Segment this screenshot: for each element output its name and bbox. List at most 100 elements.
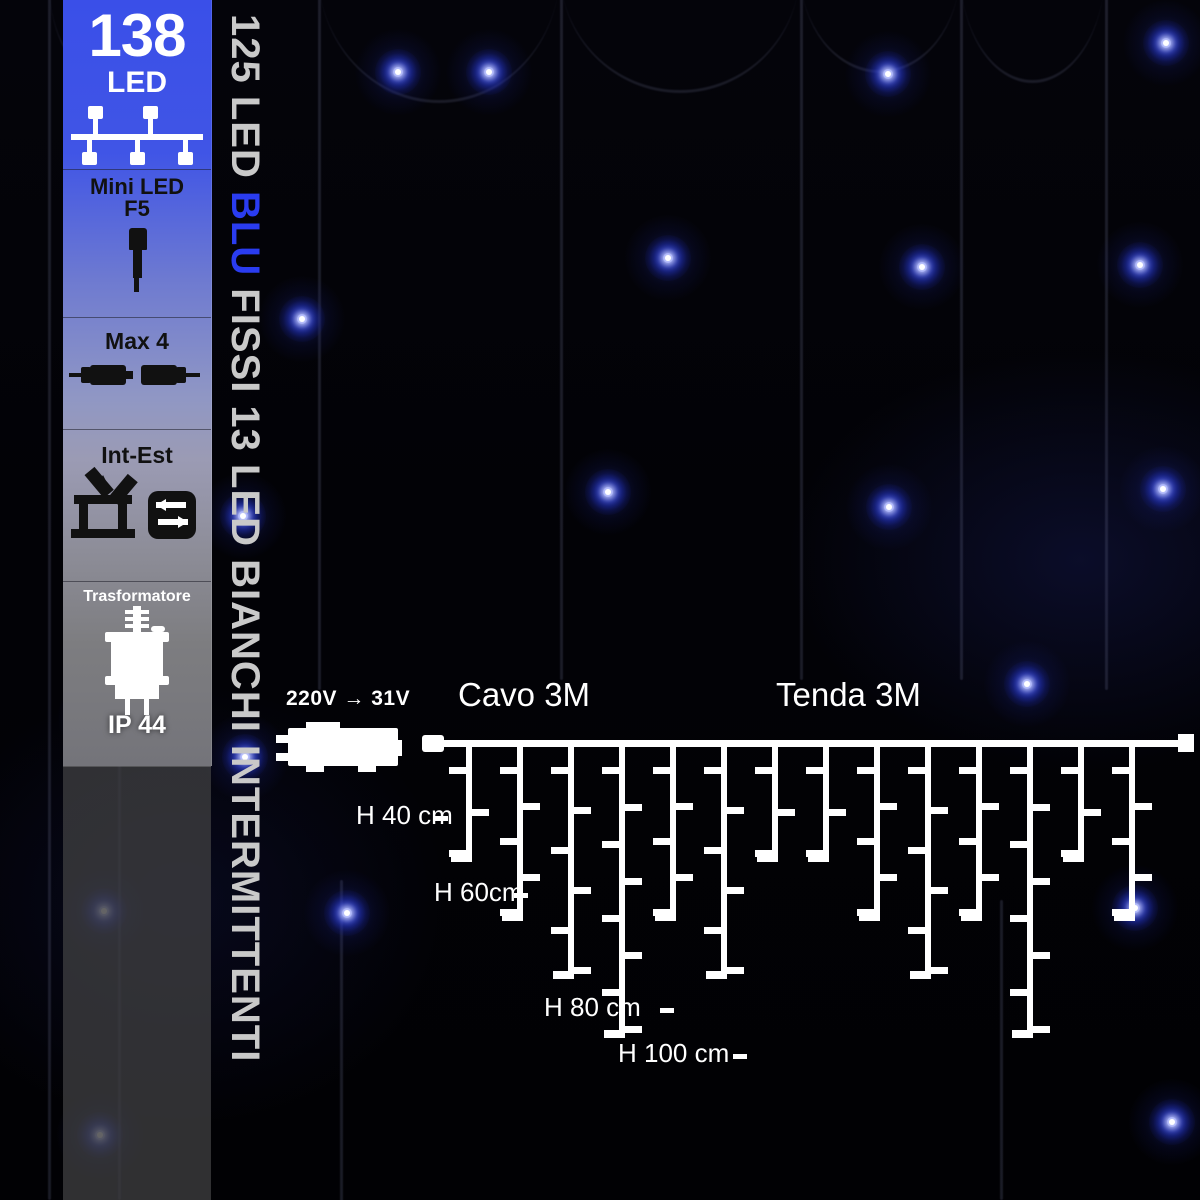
ip-rating-label: IP 44 (108, 711, 166, 739)
icicle-bulb (727, 807, 744, 814)
icicle-bulb (1010, 767, 1027, 774)
icicle-bulb (653, 838, 670, 845)
curtain-length-label: Tenda 3M (776, 676, 921, 713)
icicle-strand-tip (655, 913, 676, 921)
height-label-100: H 100 cm (618, 1038, 730, 1068)
spec-panel-indoor-outdoor: Int-Est (63, 430, 211, 582)
transformer-tab-1 (306, 722, 340, 730)
icicle-bulb (676, 803, 693, 810)
indoor-outdoor-label: Int-Est (101, 442, 173, 468)
vtitle-part1: 125 LED (223, 14, 267, 191)
transformer-body-shape (288, 728, 398, 766)
icicle-bulb (908, 927, 925, 934)
icicle-bulb (625, 878, 642, 885)
icicle-strand (704, 745, 744, 979)
transformer-tab-2 (306, 764, 324, 772)
icicle-bulb (574, 807, 591, 814)
icicle-bulb (982, 803, 999, 810)
vertical-title-strip: 125 LED BLU FISSI 13 LED BIANCHI INTERMI… (214, 0, 276, 1200)
icicle-bulb (602, 989, 619, 996)
icicle-strand (959, 745, 999, 921)
spec-panel-led-type: Mini LED F5 (63, 170, 211, 318)
icicle-bulb (574, 887, 591, 894)
icicle-strand (857, 745, 897, 921)
icicle-strand-tip (757, 854, 778, 862)
icicle-bulb (982, 874, 999, 881)
height-label-40: H 40 cm (356, 800, 453, 830)
icicle-bulb (602, 915, 619, 922)
curtain-technical-diagram: 220V → 31V Cavo 3M Tenda 3M H 40 cm H 60… (276, 0, 1200, 1200)
icicle-bulb (755, 850, 772, 857)
icicle-strand (806, 745, 846, 862)
icicle-strand-tip (808, 854, 829, 862)
icicle-strand-tip (1063, 854, 1084, 862)
cable-length-label: Cavo 3M (458, 676, 591, 713)
icicle-bulb (449, 767, 466, 774)
spec-sidebar-lower-panel (63, 766, 211, 1200)
icicle-bulb (1061, 767, 1078, 774)
icicle-bulb (908, 767, 925, 774)
icicle-bulb (857, 838, 874, 845)
led-type-line1: Mini LED (89, 174, 185, 199)
bracket-60-tick (514, 893, 528, 898)
icicle-bulb (704, 927, 721, 934)
icicle-bulb (755, 767, 772, 774)
icicle-bulb (778, 809, 795, 816)
icicle-bulb (727, 887, 744, 894)
voltage-label: 220V → 31V (286, 687, 411, 710)
curtain-end-connector (1178, 734, 1194, 752)
icicle-bulb (880, 874, 897, 881)
icicle-strand (1061, 745, 1101, 862)
transformer-label: Trasformatore (83, 588, 191, 605)
icicle-strand-tip (502, 913, 523, 921)
icicle-strand-tip (553, 971, 574, 979)
icicle-strand-tip (1012, 1030, 1033, 1038)
icicle-strand-tip (604, 1030, 625, 1038)
connector-icon (63, 353, 211, 413)
icicle-strand (602, 745, 642, 1038)
icicle-bulb (1135, 874, 1152, 881)
icicle-bulb (829, 809, 846, 816)
spec-panel-max-connect: Max 4 (63, 318, 211, 430)
icicle-bulb (908, 847, 925, 854)
icicle-bulb (625, 804, 642, 811)
vtitle-blu: BLU (223, 190, 267, 277)
icicle-strand (449, 745, 489, 862)
icicle-bulb (551, 767, 568, 774)
spec-sidebar: 138 LED Mini LED F5 (63, 0, 212, 766)
icicle-bulb (959, 838, 976, 845)
bracket-40-tick (434, 816, 448, 821)
icicle-bulb (959, 909, 976, 916)
bracket-100-tick (733, 1054, 747, 1059)
icicle-bulb (676, 874, 693, 881)
icicle-bulb (931, 967, 948, 974)
icicle-bulb (653, 767, 670, 774)
icicle-strand (500, 745, 540, 921)
icicle-bulb (602, 767, 619, 774)
icicle-bulb (653, 909, 670, 916)
mini-led-bulb-icon (63, 220, 211, 300)
icicle-bulb (1135, 803, 1152, 810)
transformer-tab-4 (388, 740, 402, 756)
icicle-bulb (500, 909, 517, 916)
icicle-strand-tip (859, 913, 880, 921)
icicle-bulb (1033, 878, 1050, 885)
icicle-strand (1010, 745, 1050, 1038)
icicle-bulb (880, 803, 897, 810)
plug-pin-top (276, 735, 298, 743)
plug-pin-bottom (276, 753, 298, 761)
led-count-value: 138 (88, 2, 186, 69)
icicle-strand-tip (961, 913, 982, 921)
icicle-bulb (551, 927, 568, 934)
inline-connector (422, 735, 444, 752)
icicle-bulb (500, 767, 517, 774)
icicle-bulb (523, 803, 540, 810)
icicle-bulb (704, 847, 721, 854)
icicle-strand-tip (910, 971, 931, 979)
icicle-strand-tip (451, 854, 472, 862)
icicle-strand (908, 745, 948, 979)
icicle-bulb (727, 967, 744, 974)
transformer-icon (63, 606, 211, 715)
icicle-bulb (704, 767, 721, 774)
